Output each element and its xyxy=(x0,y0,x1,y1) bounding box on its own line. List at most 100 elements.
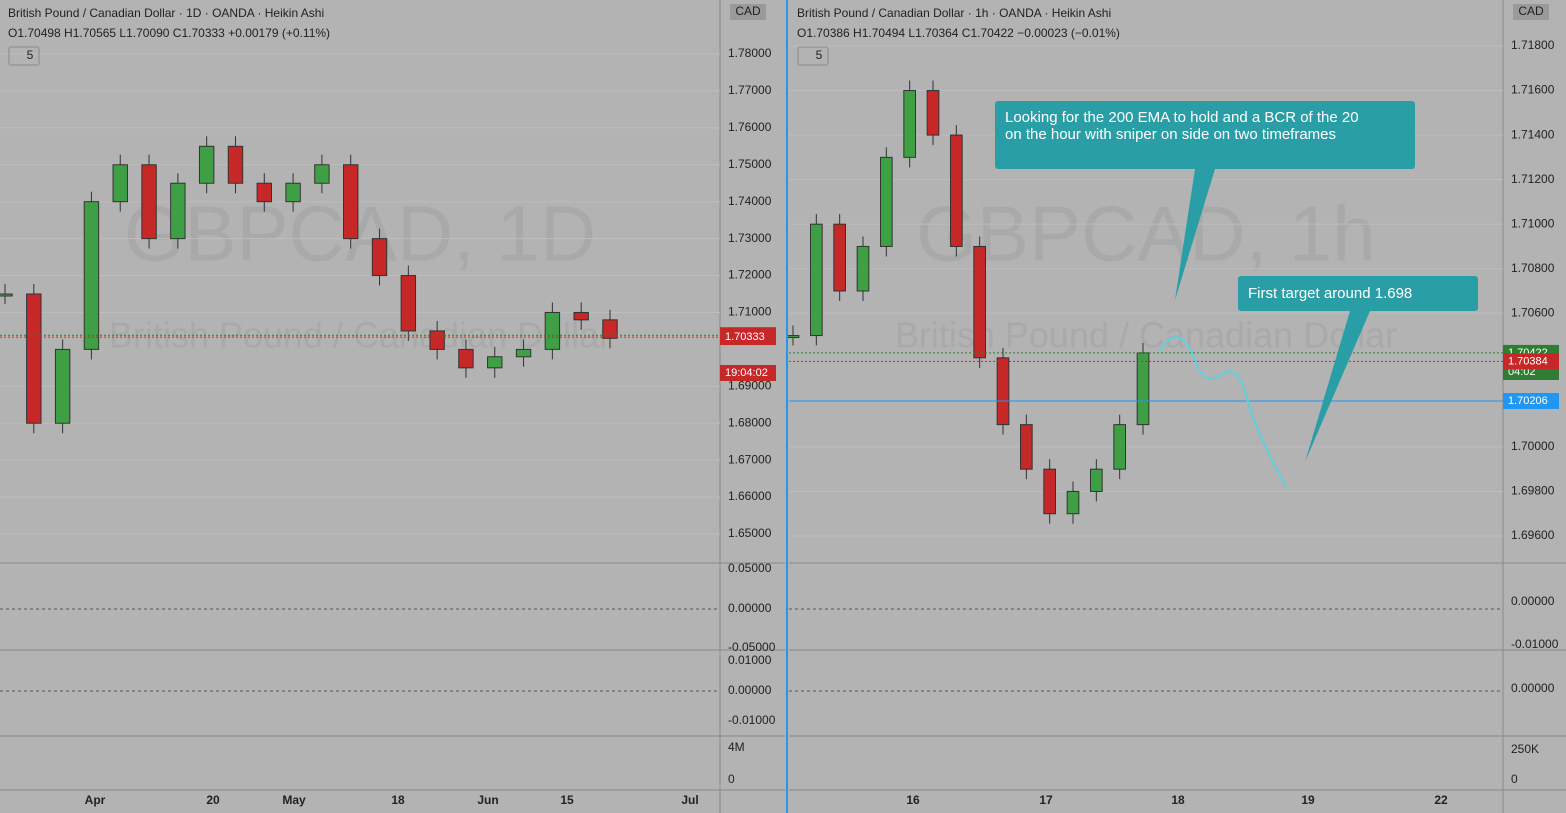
candle xyxy=(0,293,13,297)
candle xyxy=(487,356,503,369)
sub-tick-label: -0.01000 xyxy=(728,713,776,727)
candle xyxy=(903,90,916,158)
sub-tick-label: 0 xyxy=(728,772,735,786)
currency-box xyxy=(730,4,766,20)
time-label: May xyxy=(282,793,306,807)
candle xyxy=(573,311,589,321)
candle xyxy=(198,145,215,184)
currency-box xyxy=(1513,4,1549,20)
candle xyxy=(170,182,186,240)
callout-tail xyxy=(1175,169,1215,300)
price-tick-label: 1.72000 xyxy=(728,268,772,282)
sub-tick-label: 0.05000 xyxy=(728,561,772,575)
candle xyxy=(926,90,940,136)
candle xyxy=(227,145,244,184)
candle xyxy=(880,156,893,247)
time-label: 18 xyxy=(1171,793,1185,807)
candle xyxy=(1113,424,1127,470)
ohlc: O1.70498 H1.70565 L1.70090 C1.70333 +0.0… xyxy=(8,26,330,40)
time-label: 18 xyxy=(391,793,405,807)
watermark-name: British Pound / Canadian Dollar xyxy=(895,315,1397,356)
price-tick-label: 1.71400 xyxy=(1511,127,1555,141)
price-tick-label: 1.71000 xyxy=(728,305,772,319)
candle xyxy=(314,164,330,184)
price-tick-label: 1.67000 xyxy=(728,452,772,466)
sub-tick-label: 0.01000 xyxy=(728,653,772,667)
callout xyxy=(995,101,1415,169)
price-tick-label: 1.70600 xyxy=(1511,305,1555,319)
price-tick-label: 1.71200 xyxy=(1511,172,1555,186)
candle xyxy=(544,311,561,350)
price-tick-label: 1.66000 xyxy=(728,489,772,503)
candle xyxy=(602,319,618,339)
symbol-title: British Pound / Canadian Dollar · 1D · O… xyxy=(8,6,324,20)
candle xyxy=(833,223,846,292)
candle xyxy=(786,335,800,339)
time-label: Jul xyxy=(681,793,698,807)
watermark: GBPCAD, 1h xyxy=(916,190,1376,278)
candle xyxy=(371,238,388,277)
candle xyxy=(112,164,128,203)
sub-tick-label: 0.00000 xyxy=(728,601,772,615)
price-tick-label: 1.78000 xyxy=(728,46,772,60)
time-label: 16 xyxy=(906,793,920,807)
price-tick-label: 1.71800 xyxy=(1511,38,1555,52)
candle xyxy=(810,223,823,337)
callout-text: Looking for the 200 EMA to hold and a BC… xyxy=(1005,109,1359,143)
candle xyxy=(950,134,963,247)
price-tick-label: 1.76000 xyxy=(728,120,772,134)
candle xyxy=(285,182,301,203)
sub-tick-label: 4M xyxy=(728,740,745,754)
price-tick-label: 1.69800 xyxy=(1511,484,1555,498)
price-tick-label: 1.70800 xyxy=(1511,261,1555,275)
sub-tick-label: 0.00000 xyxy=(728,683,772,697)
candle xyxy=(54,348,71,424)
price-tick-label: 1.71000 xyxy=(1511,216,1555,230)
candle xyxy=(1136,352,1150,426)
time-label: 19 xyxy=(1301,793,1315,807)
watermark: GBPCAD, 1D xyxy=(124,190,596,278)
projection-path xyxy=(1159,336,1288,489)
time-label: 22 xyxy=(1434,793,1448,807)
candle xyxy=(1066,490,1080,515)
price-tick-label: 1.73000 xyxy=(728,231,772,245)
price-badge: 1.70384 xyxy=(1508,355,1548,367)
time-label: 17 xyxy=(1039,793,1053,807)
interval-badge-box xyxy=(797,46,829,66)
candle xyxy=(973,245,986,359)
price-tick-label: 1.69600 xyxy=(1511,528,1555,542)
sub-tick-label: 0.00000 xyxy=(1511,681,1555,695)
price-badge: 1.70206 xyxy=(1508,395,1548,407)
candle xyxy=(141,164,157,240)
sub-tick-label: -0.01000 xyxy=(1511,637,1559,651)
price-tick-label: 1.70000 xyxy=(1511,439,1555,453)
price-tick-label: 1.77000 xyxy=(728,83,772,97)
time-label: 15 xyxy=(560,793,574,807)
price-tick-label: 1.65000 xyxy=(728,526,772,540)
interval-badge: 5 xyxy=(27,48,34,62)
currency: CAD xyxy=(735,4,761,18)
callout-tail xyxy=(1305,311,1370,462)
candle xyxy=(400,275,417,332)
price-badge-box xyxy=(1503,393,1559,410)
candle xyxy=(343,164,359,240)
candle xyxy=(996,357,1010,426)
price-badge-box xyxy=(1503,353,1559,370)
candle xyxy=(515,348,532,358)
candle xyxy=(1020,424,1033,470)
price-tick-label: 1.69000 xyxy=(728,378,772,392)
candle xyxy=(458,348,474,369)
symbol-title: British Pound / Canadian Dollar · 1h · O… xyxy=(797,6,1111,20)
ohlc: O1.70386 H1.70494 L1.70364 C1.70422 −0.0… xyxy=(797,26,1120,40)
callout xyxy=(1238,276,1478,311)
price-badge-box xyxy=(720,365,776,381)
candle xyxy=(83,201,100,350)
callout-text: First target around 1.698 xyxy=(1248,285,1412,302)
time-label: Apr xyxy=(85,793,106,807)
sub-tick-label: 250K xyxy=(1511,742,1539,756)
currency: CAD xyxy=(1518,4,1544,18)
candle xyxy=(1043,468,1057,515)
price-tick-label: 1.75000 xyxy=(728,157,772,171)
time-label: 20 xyxy=(206,793,220,807)
